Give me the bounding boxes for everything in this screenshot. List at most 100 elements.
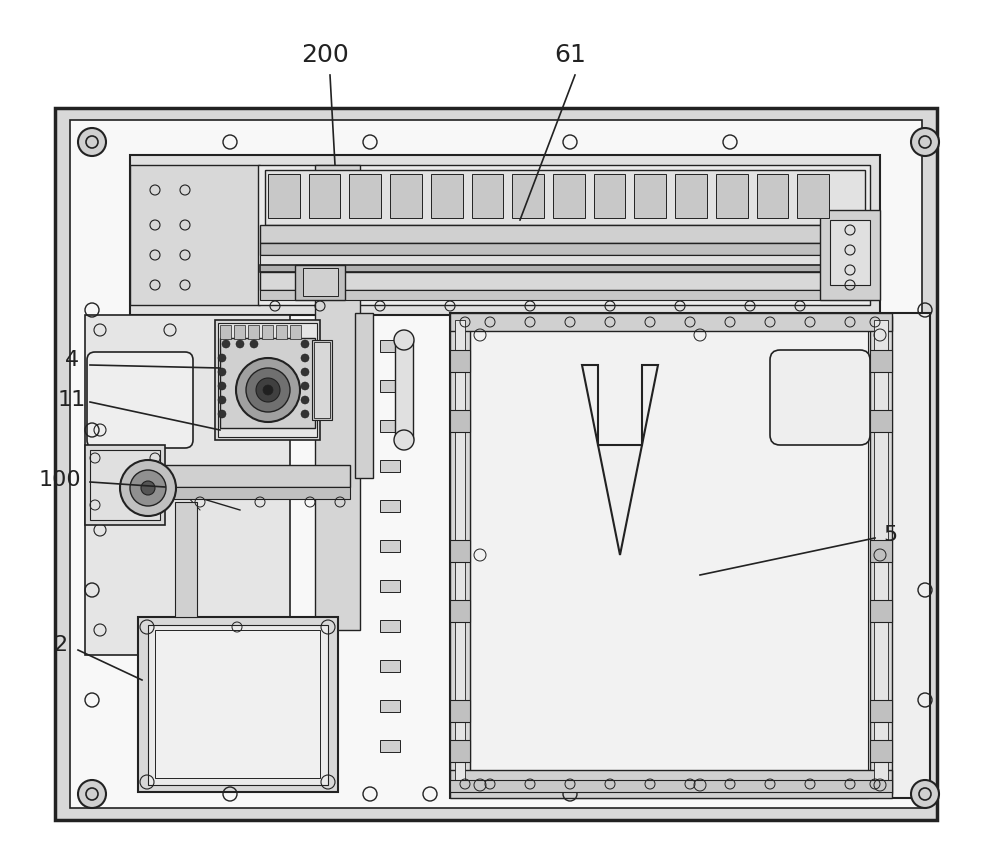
Bar (355, 313, 373, 478)
Bar (276, 325, 287, 339)
Circle shape (301, 368, 309, 376)
Bar (450, 740, 470, 762)
Bar (870, 410, 892, 432)
Circle shape (394, 330, 414, 350)
FancyBboxPatch shape (770, 350, 870, 445)
Bar (265, 170, 865, 225)
Circle shape (394, 430, 414, 450)
Bar (312, 340, 332, 420)
Bar (218, 323, 317, 437)
Bar (90, 450, 160, 520)
Bar (380, 460, 400, 472)
Bar (234, 325, 245, 339)
Bar (303, 268, 338, 296)
Bar (870, 600, 892, 622)
Circle shape (301, 396, 309, 404)
Bar (450, 540, 470, 562)
Bar (380, 540, 400, 552)
Bar (797, 174, 829, 218)
Bar (634, 174, 666, 218)
Circle shape (301, 340, 309, 348)
Bar (594, 174, 625, 218)
Bar (870, 700, 892, 722)
Circle shape (236, 340, 244, 348)
Bar (100, 465, 350, 487)
Circle shape (120, 460, 176, 516)
Bar (268, 174, 300, 218)
Bar (450, 700, 470, 722)
Circle shape (246, 368, 290, 412)
Bar (148, 625, 328, 785)
Bar (512, 174, 544, 218)
Bar (380, 500, 400, 512)
Circle shape (301, 382, 309, 390)
Bar (220, 338, 315, 428)
Bar (260, 265, 870, 272)
Bar (380, 380, 400, 392)
Bar (450, 780, 892, 792)
Text: 2: 2 (53, 635, 67, 655)
Bar (138, 617, 338, 792)
Bar (215, 320, 320, 440)
Bar (830, 220, 870, 285)
Bar (431, 174, 463, 218)
Text: 61: 61 (554, 43, 586, 67)
Bar (55, 108, 937, 820)
Bar (675, 174, 707, 218)
Bar (100, 487, 350, 499)
Bar (260, 243, 870, 255)
Bar (314, 342, 330, 418)
Circle shape (236, 358, 300, 422)
Bar (450, 316, 470, 794)
Bar (130, 165, 260, 305)
Bar (85, 315, 290, 655)
Bar (450, 350, 470, 372)
Bar (295, 265, 345, 300)
Bar (248, 325, 259, 339)
Bar (716, 174, 748, 218)
Bar (85, 445, 165, 525)
Bar (70, 120, 922, 808)
Bar (258, 165, 870, 305)
Bar (260, 290, 870, 300)
Bar (380, 420, 400, 432)
Bar (870, 316, 892, 794)
Circle shape (130, 470, 166, 506)
Bar (175, 502, 197, 617)
Bar (315, 165, 360, 630)
Bar (455, 320, 465, 790)
Text: 200: 200 (301, 43, 349, 67)
Polygon shape (582, 365, 658, 555)
Bar (309, 174, 340, 218)
Circle shape (911, 128, 939, 156)
Circle shape (218, 368, 226, 376)
Bar (553, 174, 585, 218)
Text: 100: 100 (39, 470, 81, 490)
Circle shape (256, 378, 280, 402)
Bar (260, 255, 870, 265)
Circle shape (911, 780, 939, 808)
Bar (262, 325, 273, 339)
Bar (820, 210, 880, 300)
Circle shape (222, 340, 230, 348)
Circle shape (141, 481, 155, 495)
Circle shape (218, 354, 226, 362)
Bar (290, 325, 301, 339)
Bar (472, 174, 503, 218)
Circle shape (218, 410, 226, 418)
Bar (349, 174, 381, 218)
Circle shape (263, 385, 273, 395)
Bar (470, 315, 868, 798)
Bar (220, 325, 231, 339)
Bar (380, 660, 400, 672)
Circle shape (78, 128, 106, 156)
Bar (450, 313, 892, 331)
Bar (874, 320, 888, 790)
Bar (380, 700, 400, 712)
Bar (380, 580, 400, 592)
Bar (450, 600, 470, 622)
Circle shape (250, 340, 258, 348)
Bar (450, 770, 892, 798)
Bar (380, 340, 400, 352)
Circle shape (301, 354, 309, 362)
